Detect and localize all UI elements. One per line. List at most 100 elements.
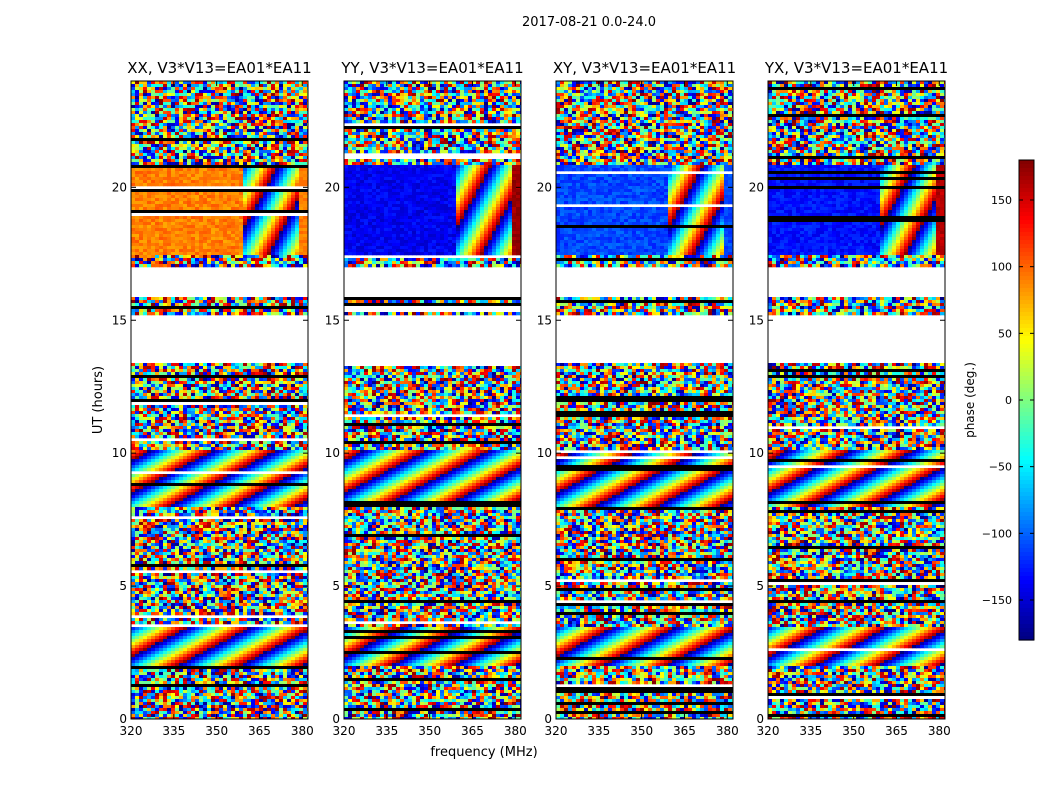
colorbar-segment — [1019, 636, 1034, 641]
panel-frame — [767, 80, 946, 720]
colorbar-segment — [1019, 584, 1034, 589]
colorbar-segment — [1019, 332, 1034, 337]
colorbar-segment — [1019, 320, 1034, 325]
colorbar-segment — [1019, 616, 1034, 621]
colorbar-segment — [1019, 472, 1034, 477]
colorbar-segment — [1019, 376, 1034, 381]
colorbar-segment — [1019, 524, 1034, 529]
colorbar-segment — [1019, 548, 1034, 553]
x-tick-label: 350 — [630, 724, 653, 738]
colorbar-segment — [1019, 396, 1034, 401]
colorbar-segment — [1019, 296, 1034, 301]
x-tick-label: 335 — [375, 724, 398, 738]
y-tick-label: 10 — [112, 446, 127, 460]
x-tick-label: 320 — [333, 724, 356, 738]
colorbar-segment — [1019, 440, 1034, 445]
colorbar-segment — [1019, 216, 1034, 221]
colorbar-tick-label: 100 — [991, 261, 1012, 274]
colorbar-segment — [1019, 192, 1034, 197]
x-tick-label: 335 — [799, 724, 822, 738]
colorbar-segment — [1019, 544, 1034, 549]
colorbar-segment — [1019, 572, 1034, 577]
colorbar-segment — [1019, 224, 1034, 229]
panel-1: YY, V3*V13=EA01*EA11 320 335 350 365 380 0 5 10 1… — [325, 59, 527, 738]
colorbar-segment — [1019, 352, 1034, 357]
colorbar-segment — [1019, 316, 1034, 321]
y-tick-label: 10 — [749, 446, 764, 460]
colorbar-segment — [1019, 228, 1034, 233]
colorbar-segment — [1019, 476, 1034, 481]
colorbar-segment — [1019, 492, 1034, 497]
colorbar-segment — [1019, 480, 1034, 485]
colorbar-segment — [1019, 528, 1034, 533]
x-tick-label: 365 — [885, 724, 908, 738]
colorbar-segment — [1019, 300, 1034, 305]
y-tick-label: 0 — [544, 712, 552, 726]
colorbar-segment — [1019, 328, 1034, 333]
colorbar-segment — [1019, 380, 1034, 385]
y-tick-label: 5 — [756, 579, 764, 593]
x-tick-label: 365 — [248, 724, 271, 738]
colorbar-segment — [1019, 552, 1034, 557]
colorbar-segment — [1019, 304, 1034, 309]
colorbar-segment — [1019, 356, 1034, 361]
x-tick-label: 380 — [291, 724, 314, 738]
colorbar-segment — [1019, 484, 1034, 489]
colorbar-segment — [1019, 424, 1034, 429]
colorbar-segment — [1019, 364, 1034, 369]
colorbar-segment — [1019, 176, 1034, 181]
colorbar-segment — [1019, 392, 1034, 397]
colorbar-segment — [1019, 256, 1034, 261]
colorbar-segment — [1019, 324, 1034, 329]
colorbar-segment — [1019, 600, 1034, 605]
y-tick-label: 5 — [332, 579, 340, 593]
colorbar-segment — [1019, 220, 1034, 225]
colorbar-segment — [1019, 280, 1034, 285]
colorbar-segment — [1019, 620, 1034, 625]
colorbar-segment — [1019, 284, 1034, 289]
figure-title: 2017-08-21 0.0-24.0 — [522, 15, 656, 30]
colorbar-segment — [1019, 240, 1034, 245]
y-tick-label: 10 — [537, 446, 552, 460]
colorbar-segment — [1019, 344, 1034, 349]
colorbar-segment — [1019, 588, 1034, 593]
x-tick-label: 365 — [673, 724, 696, 738]
colorbar-segment — [1019, 208, 1034, 213]
colorbar-segment — [1019, 348, 1034, 353]
colorbar-segment — [1019, 456, 1034, 461]
colorbar-segment — [1019, 540, 1034, 545]
colorbar-segment — [1019, 196, 1034, 201]
colorbar-segment — [1019, 624, 1034, 629]
colorbar-segment — [1019, 508, 1034, 513]
x-tick-label: 320 — [757, 724, 780, 738]
colorbar-segment — [1019, 368, 1034, 373]
x-axis-label: frequency (MHz) — [430, 745, 537, 760]
colorbar-tick-label: 150 — [991, 194, 1012, 207]
colorbar-segment — [1019, 516, 1034, 521]
colorbar-segment — [1019, 460, 1034, 465]
y-tick-label: 0 — [332, 712, 340, 726]
colorbar-segment — [1019, 452, 1034, 457]
colorbar-tick-label: 0 — [1005, 394, 1012, 407]
colorbar-segment — [1019, 596, 1034, 601]
colorbar-segment — [1019, 580, 1034, 585]
colorbar-segment — [1019, 536, 1034, 541]
colorbar-segment — [1019, 592, 1034, 597]
panel-0: XX, V3*V13=EA01*EA11 320 335 350 365 380 0 5 10 1… — [112, 59, 314, 738]
colorbar-segment — [1019, 204, 1034, 209]
colorbar-segment — [1019, 212, 1034, 217]
colorbar-segment — [1019, 168, 1034, 173]
colorbar-segment — [1019, 560, 1034, 565]
y-tick-label: 15 — [749, 313, 764, 327]
colorbar-segment — [1019, 312, 1034, 317]
y-tick-label: 20 — [325, 180, 340, 194]
colorbar-segment — [1019, 408, 1034, 413]
colorbar-segment — [1019, 164, 1034, 169]
colorbar-segment — [1019, 608, 1034, 613]
y-tick-label: 15 — [537, 313, 552, 327]
colorbar-segment — [1019, 564, 1034, 569]
colorbar-segment — [1019, 428, 1034, 433]
colorbar-tick-label: −100 — [982, 527, 1012, 540]
colorbar-segment — [1019, 576, 1034, 581]
